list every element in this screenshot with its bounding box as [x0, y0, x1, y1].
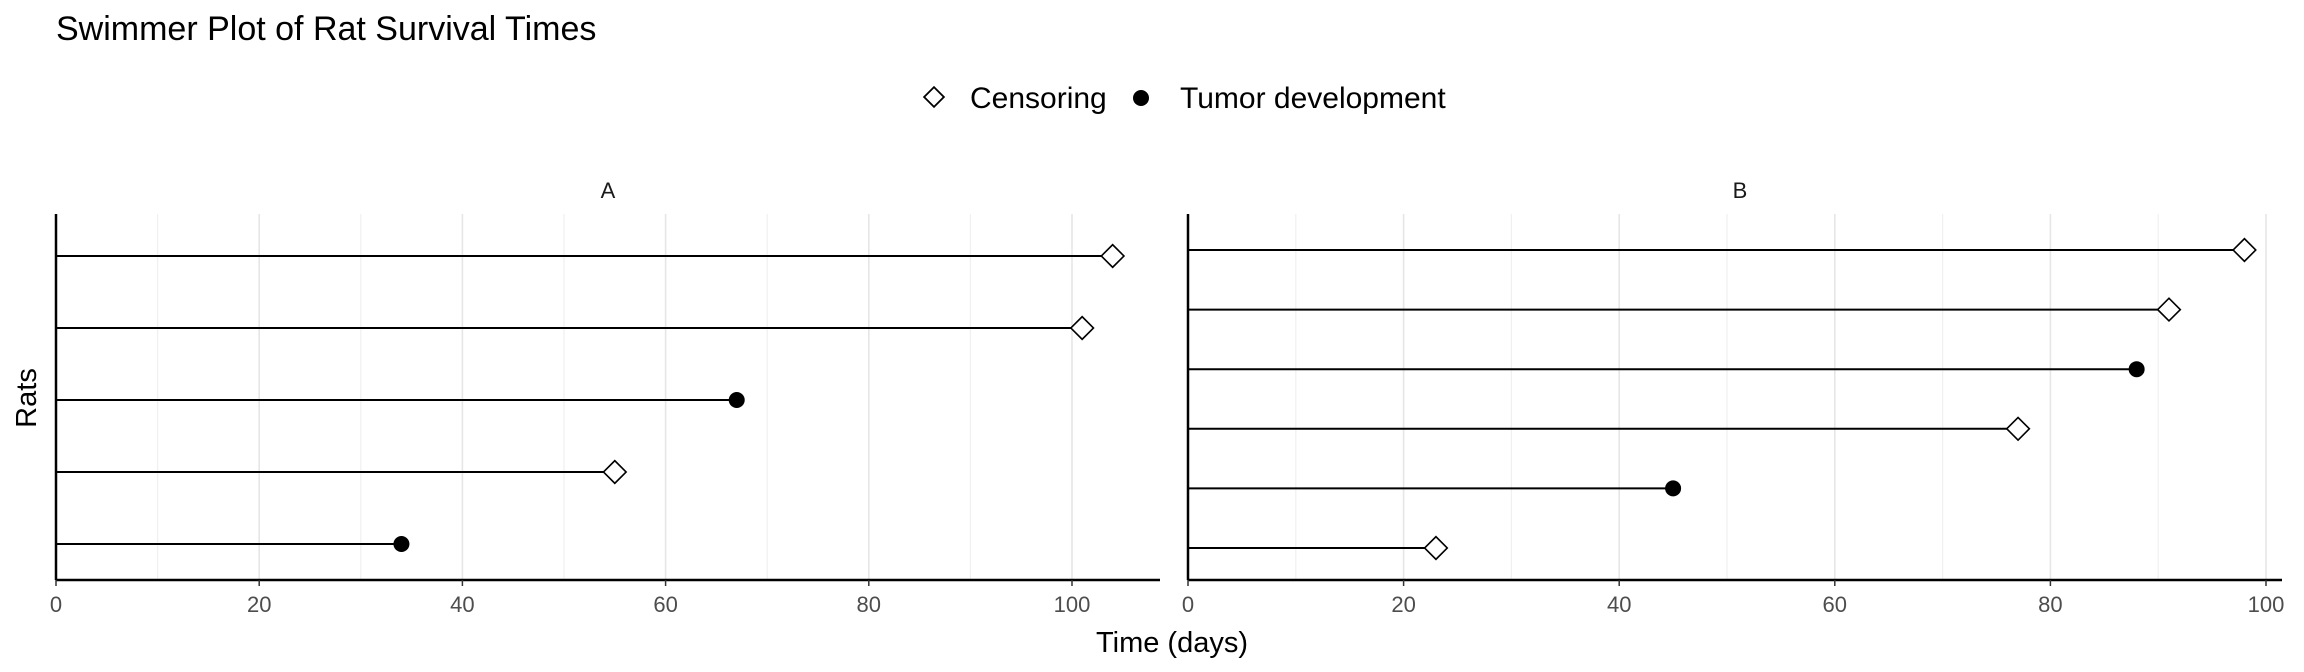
facet-label-a: A — [601, 178, 616, 203]
censoring-marker — [1423, 535, 1449, 561]
facet-label-b: B — [1733, 178, 1748, 203]
x-tick-label: 0 — [1182, 592, 1194, 617]
legend: Censoring Tumor development — [922, 82, 1446, 115]
tumor-development-marker — [728, 392, 745, 408]
x-tick-label: 80 — [857, 592, 881, 617]
legend-marker-tumor — [1133, 90, 1149, 106]
x-tick-label: 60 — [1823, 592, 1847, 617]
x-axis-title: Time (days) — [1096, 627, 1248, 659]
x-tick-label: 100 — [1054, 592, 1091, 617]
x-tick-label: 100 — [2248, 592, 2285, 617]
censoring-marker — [602, 459, 628, 485]
tumor-development-marker — [393, 536, 410, 552]
censoring-marker — [2005, 416, 2031, 442]
x-tick-label: 40 — [450, 592, 474, 617]
x-tick-label: 20 — [1391, 592, 1415, 617]
x-tick-label: 60 — [653, 592, 677, 617]
facet-panel-b: B 0 20 40 60 80 100 — [1182, 178, 2284, 617]
x-tick-label: 80 — [2038, 592, 2062, 617]
chart-title: Swimmer Plot of Rat Survival Times — [56, 10, 596, 48]
legend-label-tumor: Tumor development — [1180, 82, 1446, 115]
x-tick-label: 40 — [1607, 592, 1631, 617]
censoring-marker — [1069, 315, 1095, 341]
x-tick-label: 0 — [50, 592, 62, 617]
tumor-development-marker — [2128, 361, 2145, 378]
censoring-marker — [1100, 243, 1126, 269]
tumor-development-marker — [1665, 480, 1682, 497]
x-tick-label: 20 — [247, 592, 271, 617]
legend-label-censoring: Censoring — [970, 82, 1107, 115]
censoring-marker — [2231, 237, 2257, 263]
y-axis-title: Rats — [11, 368, 43, 428]
legend-marker-censoring — [922, 85, 946, 109]
facet-panel-a: A 0 20 40 60 80 100 — [50, 178, 1160, 617]
censoring-marker — [2156, 297, 2182, 323]
